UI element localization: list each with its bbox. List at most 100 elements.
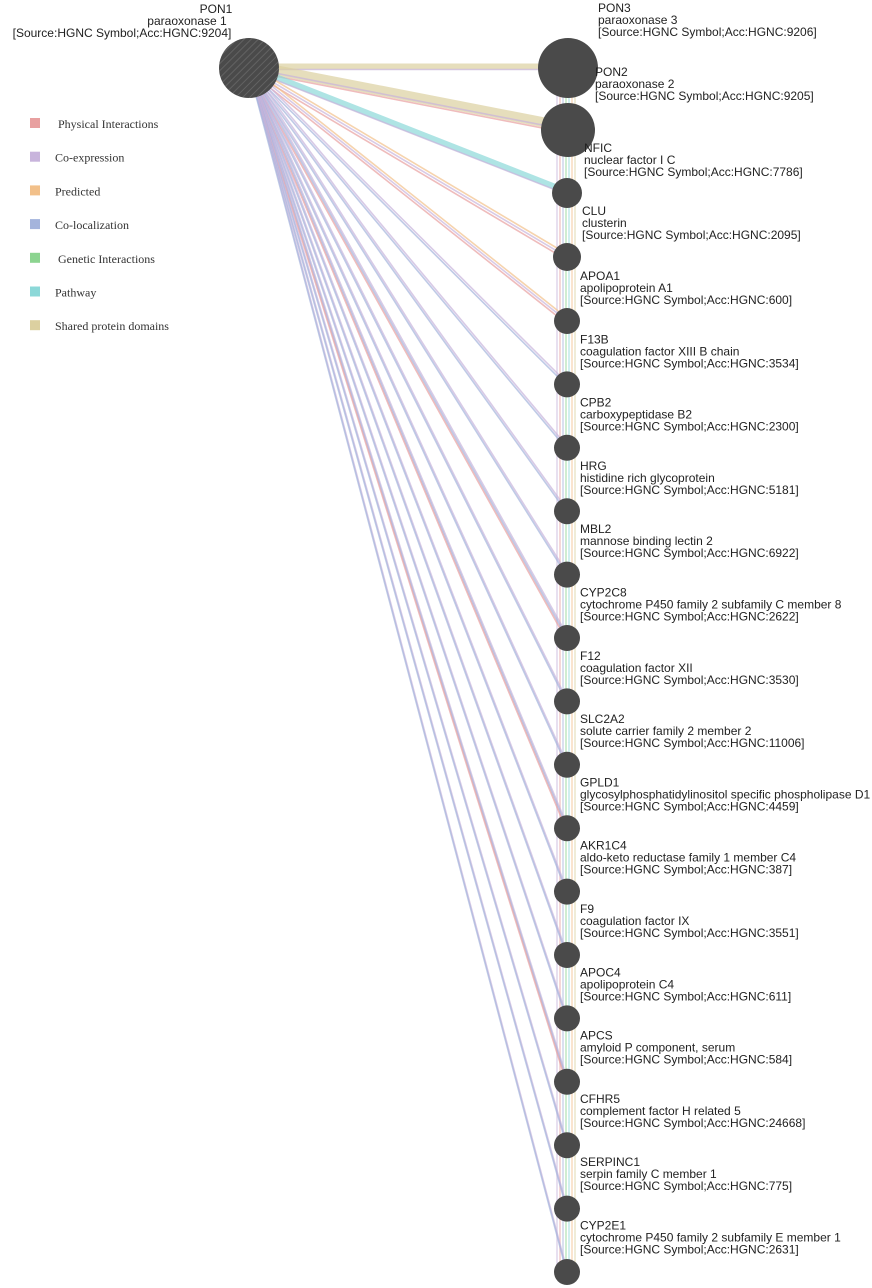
gene-name: coagulation factor IX <box>580 914 689 928</box>
legend-item-coloc[interactable]: Co-localization <box>30 218 129 232</box>
legend-item-physical[interactable]: Physical Interactions <box>30 117 159 131</box>
gene-node-circle[interactable] <box>541 103 595 157</box>
edge-physical-gpld1 <box>248 70 568 832</box>
gene-node-circle[interactable] <box>554 1259 580 1285</box>
gene-symbol: AKR1C4 <box>580 839 627 853</box>
gene-symbol: NFIC <box>584 141 612 155</box>
gene-source: [Source:HGNC Symbol;Acc:HGNC:584] <box>580 1053 792 1067</box>
edge-coloc-mbl2 <box>248 69 568 577</box>
gene-node-circle[interactable] <box>554 498 580 525</box>
edge-coexp-mbl2 <box>248 66 568 574</box>
gene-source: [Source:HGNC Symbol;Acc:HGNC:4459] <box>580 799 799 813</box>
gene-source: [Source:HGNC Symbol;Acc:HGNC:24668] <box>580 1116 805 1130</box>
gene-node-circle[interactable] <box>554 1195 580 1222</box>
gene-node-circle[interactable] <box>554 815 580 842</box>
gene-name: serpin family C member 1 <box>580 1167 717 1181</box>
gene-node-circle[interactable] <box>554 561 580 588</box>
gene-node-circle[interactable] <box>554 878 580 905</box>
gene-node-circle[interactable] <box>554 1005 580 1032</box>
edge-physical-pon2 <box>248 70 569 134</box>
gene-node-circle[interactable] <box>554 688 580 715</box>
gene-node-circle[interactable] <box>552 178 582 208</box>
gene-node-circle[interactable] <box>538 38 598 98</box>
edge-physical-apcs <box>248 70 568 1086</box>
gene-symbol: PON2 <box>595 65 628 79</box>
legend-label: Co-localization <box>55 218 129 232</box>
gene-name: apolipoprotein A1 <box>580 281 673 295</box>
gene-node-circle[interactable] <box>553 243 581 271</box>
gene-node-circle[interactable] <box>554 751 580 778</box>
legend-item-pathway[interactable]: Pathway <box>30 286 96 300</box>
legend-swatch <box>30 185 40 196</box>
gene-source: [Source:HGNC Symbol;Acc:HGNC:2095] <box>582 228 801 242</box>
legend-label: Predicted <box>55 184 100 198</box>
gene-source: [Source:HGNC Symbol;Acc:HGNC:387] <box>580 863 792 877</box>
gene-node-circle[interactable] <box>554 308 580 334</box>
legend-item-domains[interactable]: Shared protein domains <box>30 319 169 333</box>
edge-coloc-apoc4 <box>248 69 568 1021</box>
edge-domains-pon2 <box>248 60 569 132</box>
gene-node-circle[interactable] <box>554 1068 580 1095</box>
query-node-pon1[interactable]: PON1 paraoxonase 1 [Source:HGNC Symbol;A… <box>13 2 279 98</box>
legend-item-genetic[interactable]: Genetic Interactions <box>30 252 155 266</box>
edge-predicted-apoa1 <box>248 64 568 319</box>
edge-coexp-cpb2 <box>248 65 568 447</box>
edge-coexp-gpld1 <box>248 64 568 826</box>
gene-symbol: CFHR5 <box>580 1092 620 1106</box>
gene-source: [Source:HGNC Symbol;Acc:HGNC:3534] <box>580 356 799 370</box>
legend-item-predicted[interactable]: Predicted <box>30 184 100 198</box>
legend-label: Shared protein domains <box>55 319 169 333</box>
legend-swatch <box>30 320 40 331</box>
gene-name: solute carrier family 2 member 2 <box>580 724 752 738</box>
gene-symbol: PON3 <box>598 1 631 15</box>
edge-physical-cyp2c8 <box>248 70 568 642</box>
gene-symbol: F9 <box>580 902 594 916</box>
gene-source: [Source:HGNC Symbol;Acc:HGNC:2631] <box>580 1243 799 1257</box>
gene-node-circle[interactable] <box>554 942 580 968</box>
gene-node-circle[interactable] <box>554 371 580 398</box>
query-node-name: paraoxonase 1 <box>147 14 227 28</box>
edge-coexp-f13b <box>248 65 568 384</box>
edge-type-legend: Physical Interactions Co-expression Predic… <box>30 117 169 333</box>
gene-node-circle[interactable] <box>554 434 580 461</box>
legend-item-coexp[interactable]: Co-expression <box>30 151 124 165</box>
gene-symbol: MBL2 <box>580 522 612 536</box>
gene-source: [Source:HGNC Symbol;Acc:HGNC:11006] <box>580 736 805 750</box>
query-node-symbol: PON1 <box>200 2 233 16</box>
gene-source: [Source:HGNC Symbol;Acc:HGNC:3530] <box>580 673 799 687</box>
gene-symbol: SLC2A2 <box>580 712 625 726</box>
query-node-circle[interactable] <box>219 38 279 98</box>
gene-name: histidine rich glycoprotein <box>580 471 715 485</box>
edge-predicted-clu <box>248 64 568 255</box>
gene-name: paraoxonase 2 <box>595 77 675 91</box>
gene-source: [Source:HGNC Symbol;Acc:HGNC:775] <box>580 1179 792 1193</box>
edge-coexp-nfic <box>248 68 568 196</box>
gene-name: cytochrome P450 family 2 subfamily E mem… <box>580 1231 841 1245</box>
gene-name: amyloid P component, serum <box>580 1041 735 1055</box>
gene-name: mannose binding lectin 2 <box>580 534 713 548</box>
edge-coloc-f12 <box>248 69 568 704</box>
gene-node-circle[interactable] <box>554 1132 580 1159</box>
gene-node-circle[interactable] <box>554 625 580 651</box>
edge-coexp-apoa1 <box>248 67 568 322</box>
